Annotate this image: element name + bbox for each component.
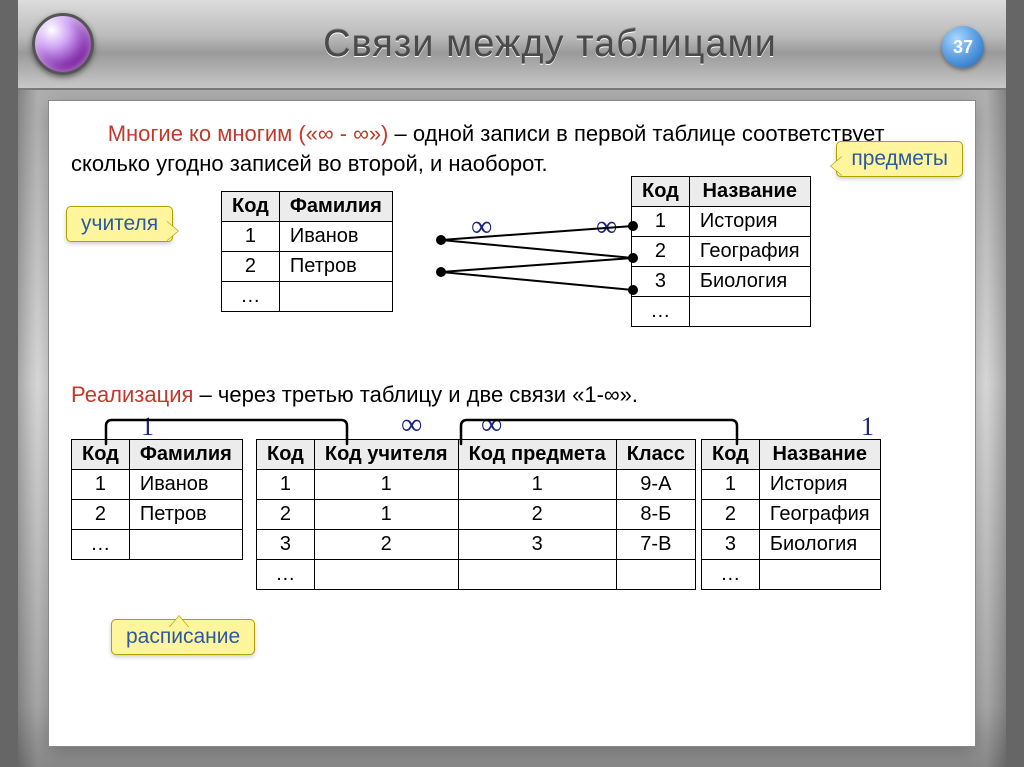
realization-text: Реализация – через третью таблицу и две … <box>71 382 953 408</box>
col-header: Код <box>702 440 760 470</box>
table-row: 1История <box>702 470 881 500</box>
realization-rest: – через третью таблицу и две связи «1-∞»… <box>193 382 638 407</box>
table-row: … <box>257 560 696 590</box>
table-teachers-2: КодФамилия1Иванов2Петров… <box>71 439 243 560</box>
one-left-icon: 1 <box>141 412 154 442</box>
relation-lines-top <box>71 186 991 376</box>
table-subjects-2: КодНазвание1История2География3Биология… <box>701 439 881 590</box>
col-header: Название <box>759 440 880 470</box>
table-row: … <box>72 530 243 560</box>
table-row: 2Петров <box>222 252 393 282</box>
col-header: Код <box>72 440 130 470</box>
infinity-mid-right-icon: ∞ <box>481 408 502 442</box>
infinity-mid-left-icon: ∞ <box>401 408 422 442</box>
table-row: 1Иванов <box>222 222 393 252</box>
table-row: 3237-В <box>257 530 696 560</box>
col-header: Код <box>632 177 690 207</box>
table-row: … <box>632 297 811 327</box>
table-row: 3Биология <box>632 267 811 297</box>
col-header: Код предмета <box>458 440 616 470</box>
table-row: 2География <box>702 500 881 530</box>
table-schedule: КодКод учителяКод предметаКласс1119-А212… <box>256 439 696 590</box>
callout-subjects: предметы <box>836 141 963 177</box>
table-row: … <box>222 282 393 312</box>
col-header: Фамилия <box>129 440 242 470</box>
intro-highlight: Многие ко многим («∞ - ∞») <box>108 121 389 146</box>
slide-number-badge: 37 <box>942 26 984 68</box>
col-header: Код <box>257 440 315 470</box>
corner-orb <box>32 13 94 75</box>
infinity-right-icon: ∞ <box>596 210 617 244</box>
col-header: Название <box>689 177 810 207</box>
table-row: 1Иванов <box>72 470 243 500</box>
table-subjects: КодНазвание1История2География3Биология… <box>631 176 811 327</box>
infinity-left-icon: ∞ <box>471 210 492 244</box>
col-header: Код <box>222 192 280 222</box>
title-bar: Связи между таблицами 37 <box>18 0 1006 90</box>
col-header: Код учителя <box>314 440 458 470</box>
table-teachers: КодФамилия1Иванов2Петров… <box>221 191 393 312</box>
col-header: Класс <box>616 440 695 470</box>
table-row: … <box>702 560 881 590</box>
callout-teachers: учителя <box>66 206 173 242</box>
table-row: 3Биология <box>702 530 881 560</box>
table-row: 1119-А <box>257 470 696 500</box>
page-title: Связи между таблицами <box>94 23 1006 66</box>
diagram-bottom: 1 ∞ ∞ 1 КодФамилия1Иванов2Петров… КодКод… <box>71 414 953 664</box>
table-row: 1История <box>632 207 811 237</box>
table-row: 2128-Б <box>257 500 696 530</box>
realization-highlight: Реализация <box>71 382 193 407</box>
table-row: 2География <box>632 237 811 267</box>
callout-schedule: расписание <box>111 619 255 655</box>
col-header: Фамилия <box>279 192 392 222</box>
one-right-icon: 1 <box>861 412 874 442</box>
slide-content: Многие ко многим («∞ - ∞») – одной запис… <box>48 100 976 747</box>
table-row: 2Петров <box>72 500 243 530</box>
diagram-top: учителя предметы КодФамилия1Иванов2Петро… <box>71 186 953 376</box>
